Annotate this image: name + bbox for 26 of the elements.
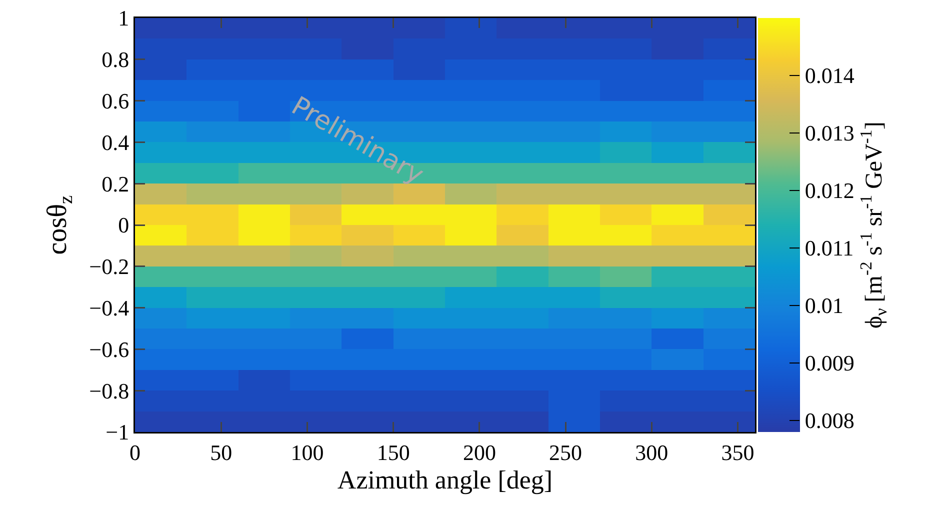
color-bar-label: 0.011 (804, 236, 854, 261)
color-bar-label: 0.009 (804, 350, 854, 376)
y-tick-label: −0.4 (89, 296, 130, 320)
y-tick-label: 0.6 (102, 88, 130, 114)
y-tick-label: 0.8 (102, 47, 130, 72)
color-bar-label: 0.012 (804, 178, 854, 204)
y-tick-label: −0.8 (89, 378, 130, 404)
x-tick-label: 250 (549, 440, 582, 465)
color-bar-label: 0.014 (804, 63, 854, 88)
color-bar-label: 0.008 (804, 408, 854, 434)
y-tick-label: 0 (118, 212, 130, 238)
x-tick-label: 100 (290, 440, 324, 465)
y-tick-label: −1 (106, 420, 130, 445)
color-bar-label: 0.01 (804, 293, 844, 318)
y-tick-label: −0.6 (89, 336, 130, 362)
y-tick-label: −0.2 (89, 254, 130, 280)
y-tick-label: 1 (118, 6, 130, 31)
x-tick-label: 150 (376, 440, 410, 465)
x-axis-title: Azimuth angle [deg] (337, 465, 553, 494)
color-bar-label: 0.013 (804, 120, 854, 146)
x-tick-label: 300 (635, 440, 668, 465)
y-tick-label: 0.4 (102, 130, 130, 155)
x-tick-label: 200 (462, 440, 496, 465)
x-tick-label: 50 (210, 440, 232, 465)
y-tick-label: 0.2 (102, 171, 130, 196)
x-tick-label: 350 (721, 440, 754, 465)
